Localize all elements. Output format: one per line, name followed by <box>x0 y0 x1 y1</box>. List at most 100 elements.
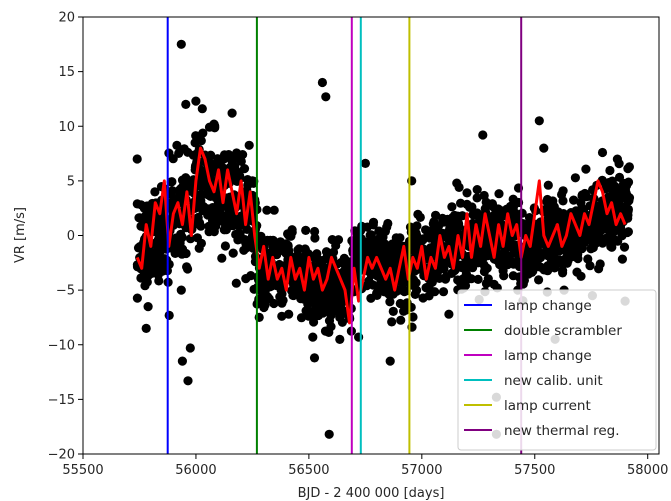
scatter-point <box>228 248 238 258</box>
scatter-point <box>617 231 627 241</box>
scatter-point <box>573 240 583 250</box>
scatter-point <box>539 143 549 153</box>
scatter-point <box>283 240 293 250</box>
scatter-point <box>154 248 165 258</box>
scatter-point <box>147 268 157 278</box>
scatter-point <box>623 177 634 187</box>
scatter-point <box>614 172 625 182</box>
scatter-point <box>231 172 241 183</box>
scatter-point <box>586 244 596 254</box>
scatter-point <box>320 289 330 300</box>
scatter-point <box>231 278 241 288</box>
scatter-point <box>261 237 271 247</box>
scatter-point <box>164 259 174 269</box>
scatter-point <box>247 176 257 186</box>
scatter-point <box>569 195 579 205</box>
scatter-point <box>612 154 623 164</box>
scatter-point <box>457 211 467 221</box>
x-axis-label: BJD - 2 400 000 [days] <box>298 486 445 501</box>
scatter-point <box>489 279 499 289</box>
scatter-point <box>381 247 391 257</box>
scatter-point <box>585 261 595 271</box>
scatter-point <box>605 165 615 176</box>
scatter-point <box>221 221 231 231</box>
scatter-point <box>374 285 384 295</box>
x-tick-label: 55500 <box>62 463 103 478</box>
scatter-point <box>209 119 219 129</box>
scatter-point <box>572 267 582 277</box>
scatter-point <box>380 226 390 236</box>
smoothed-line <box>135 146 627 325</box>
scatter-point <box>496 212 506 222</box>
scatter-point <box>194 243 204 253</box>
scatter-point <box>465 202 475 212</box>
scatter-point <box>517 208 527 218</box>
scatter-point <box>374 226 384 236</box>
scatter-point <box>296 313 307 323</box>
scatter-point <box>183 264 193 274</box>
scatter-point <box>140 281 150 291</box>
scatter-point <box>606 180 616 190</box>
scatter-point <box>228 151 238 161</box>
scatter-point <box>210 208 220 218</box>
scatter-point <box>423 282 433 292</box>
scatter-point <box>455 277 465 287</box>
scatter-point <box>317 77 327 88</box>
scatter-point <box>617 254 628 264</box>
scatter-point <box>408 312 418 322</box>
scatter-point <box>567 234 577 244</box>
scatter-point <box>349 237 359 247</box>
scatter-point <box>548 251 558 261</box>
scatter-point <box>479 190 489 201</box>
scatter-point <box>366 293 376 303</box>
scatter-point <box>238 150 248 160</box>
scatter-point <box>449 210 460 221</box>
scatter-point <box>328 287 338 297</box>
scatter-point <box>359 240 369 251</box>
scatter-point <box>329 297 339 307</box>
scatter-point <box>421 225 431 235</box>
scatter-point <box>581 164 591 174</box>
scatter-point <box>273 280 283 291</box>
scatter-point <box>313 310 324 321</box>
scatter-point <box>597 147 608 158</box>
scatter-point <box>449 223 459 233</box>
scatter-point <box>454 182 464 192</box>
scatter-point <box>413 209 423 219</box>
scatter-point <box>336 258 346 268</box>
scatter-point <box>244 140 254 150</box>
scatter-point <box>278 295 288 305</box>
scatter-point <box>141 323 151 333</box>
scatter-point <box>510 208 520 218</box>
scatter-point <box>558 186 568 196</box>
scatter-point <box>438 287 449 297</box>
scatter-point <box>478 130 488 140</box>
scatter-point <box>156 266 166 276</box>
scatter-point <box>594 264 604 274</box>
scatter-point <box>321 92 331 102</box>
scatter-point <box>269 205 279 215</box>
scatter-point <box>606 241 616 252</box>
scatter-point <box>167 177 177 187</box>
scatter-point <box>604 217 614 227</box>
scatter-point <box>495 250 505 260</box>
scatter-point <box>447 268 457 278</box>
legend-entry: lamp current <box>504 398 591 414</box>
scatter-point <box>176 39 186 49</box>
scatter-point <box>239 245 249 255</box>
scatter-point <box>508 194 518 204</box>
scatter-point <box>550 263 560 273</box>
scatter-point <box>609 188 619 198</box>
scatter-point <box>164 148 174 158</box>
scatter-point <box>481 262 491 272</box>
scatter-point <box>311 278 321 288</box>
scatter-point <box>534 235 544 245</box>
scatter-point <box>558 266 568 276</box>
scatter-point <box>143 302 153 312</box>
scatter-point <box>175 184 185 194</box>
scatter-point <box>543 266 553 276</box>
scatter-point <box>219 150 230 160</box>
scatter-point <box>132 293 142 303</box>
scatter-point <box>598 237 608 247</box>
scatter-point <box>310 226 320 237</box>
